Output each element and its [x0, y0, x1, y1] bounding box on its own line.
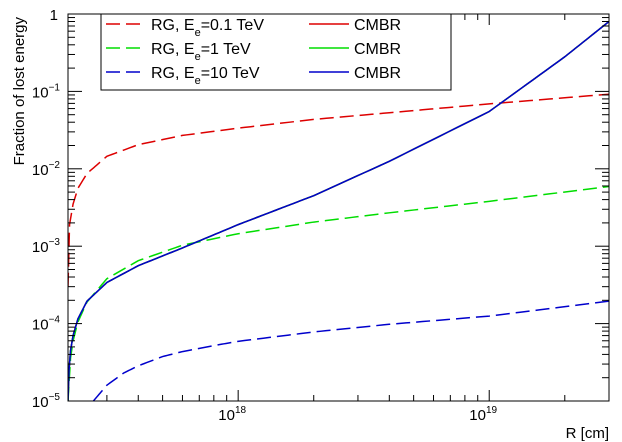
series-layer: [68, 20, 609, 401]
legend-label: CMBR: [354, 65, 401, 82]
series-line-6: [68, 20, 609, 401]
ticks-layer: 10−5 10−4 10−3 10−2 10−1 1 1018 1019: [32, 7, 610, 424]
y-axis-title: Fraction of lost energy: [11, 17, 28, 166]
legend-box: [100, 13, 452, 91]
series-line-5: [92, 300, 609, 401]
x-axis-title: R [cm]: [566, 425, 609, 442]
legend-label: CMBR: [354, 41, 401, 58]
y-tick-label: 10−5: [32, 392, 61, 411]
series-line-1: [68, 93, 609, 287]
y-tick-label: 10−2: [32, 160, 61, 179]
y-tick-label: 10−3: [32, 237, 61, 256]
y-tick-label: 10−1: [32, 82, 61, 101]
legend-label: RG, Ee=10 TeV: [151, 65, 260, 87]
y-tick-label: 10−4: [32, 315, 61, 334]
x-tick-label: 1018: [218, 405, 246, 424]
legend-label: RG, Ee=0.1 TeV: [151, 17, 264, 39]
x-tick-label: 1019: [469, 405, 497, 424]
legend: RG, Ee=0.1 TeV CMBR RG, Ee=1 TeV CMBR RG, Ee…: [100, 13, 452, 91]
legend-label: RG, Ee=1 TeV: [151, 41, 251, 63]
y-tick-label: 1: [50, 7, 58, 24]
series-line-3: [68, 185, 609, 401]
legend-label: CMBR: [354, 17, 401, 34]
